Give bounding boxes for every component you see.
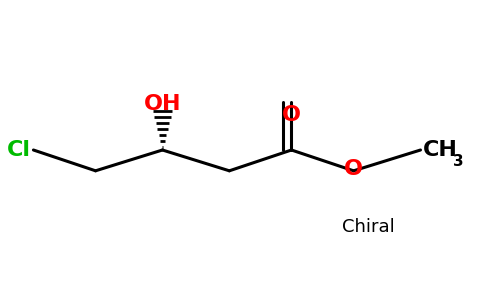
Text: O: O <box>282 105 301 125</box>
Text: OH: OH <box>144 94 181 113</box>
Text: Cl: Cl <box>7 140 31 160</box>
Text: CH: CH <box>423 140 458 160</box>
Text: 3: 3 <box>453 154 463 169</box>
Text: Chiral: Chiral <box>342 218 394 236</box>
Text: O: O <box>344 159 363 179</box>
